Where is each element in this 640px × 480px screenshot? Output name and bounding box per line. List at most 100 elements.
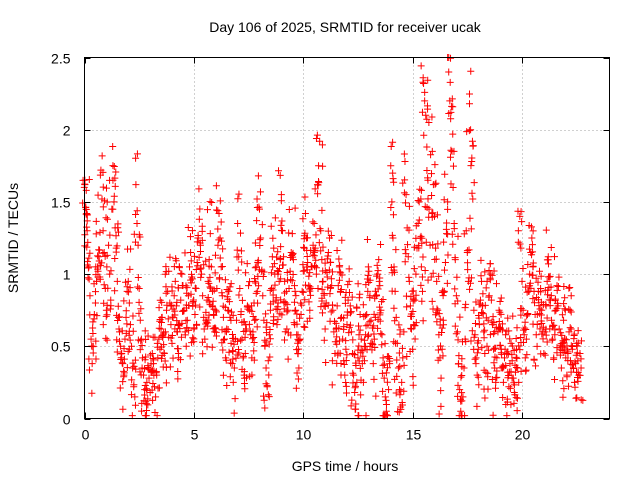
data-point (421, 266, 429, 274)
data-point (98, 259, 106, 267)
data-point (467, 126, 475, 134)
data-point (248, 371, 256, 379)
data-point (117, 354, 125, 362)
data-point (194, 234, 202, 242)
data-point (208, 302, 216, 310)
data-point (291, 282, 298, 290)
data-point (125, 327, 133, 335)
data-point (467, 274, 475, 282)
data-point (386, 357, 394, 365)
data-point (417, 263, 425, 271)
data-point (337, 314, 345, 322)
data-point (283, 269, 291, 277)
data-point (370, 335, 378, 343)
data-point (183, 324, 191, 332)
data-point (89, 318, 97, 326)
data-point (441, 170, 449, 178)
data-point (172, 255, 180, 263)
data-point (294, 339, 302, 347)
data-point (398, 399, 406, 407)
data-point (201, 335, 209, 343)
y-tick-label: 2 (63, 123, 71, 139)
data-point (447, 146, 455, 154)
data-point (188, 227, 196, 235)
data-point (152, 368, 160, 376)
data-point (336, 262, 344, 270)
data-point (468, 154, 476, 162)
data-point (277, 191, 285, 199)
data-point (553, 299, 561, 307)
data-point (237, 308, 245, 316)
data-point (392, 339, 400, 347)
data-point (411, 335, 419, 343)
data-point (141, 382, 149, 390)
data-point (478, 308, 486, 316)
data-point (125, 288, 133, 296)
data-point (84, 238, 92, 246)
data-point (327, 308, 335, 316)
data-point (126, 265, 134, 273)
data-point (532, 362, 540, 370)
data-point (453, 273, 461, 281)
data-point (210, 325, 218, 333)
data-point (88, 389, 96, 397)
data-point (403, 353, 411, 361)
data-point (417, 232, 425, 240)
y-tick-label: 0.5 (51, 339, 71, 355)
data-point (227, 359, 235, 367)
x-tick-label: 0 (82, 427, 90, 443)
data-point (547, 283, 555, 291)
data-point (379, 296, 387, 304)
data-point (93, 277, 101, 285)
data-point (424, 276, 432, 284)
data-point (427, 273, 435, 281)
data-point (251, 264, 259, 272)
data-point (522, 335, 530, 343)
data-point (96, 228, 104, 236)
data-point (342, 289, 350, 297)
data-point (560, 300, 568, 308)
data-point (428, 113, 436, 121)
data-point (227, 280, 235, 288)
data-point (342, 382, 350, 390)
data-point (505, 383, 513, 391)
data-point (138, 342, 146, 350)
data-point (284, 355, 292, 363)
data-point (92, 337, 100, 345)
data-point (388, 231, 396, 239)
data-point (541, 286, 549, 294)
data-point (423, 167, 431, 175)
data-point (92, 271, 100, 279)
data-point (402, 199, 410, 207)
data-point (547, 292, 555, 300)
data-point (523, 288, 531, 296)
data-point (99, 183, 107, 191)
data-point (233, 316, 241, 324)
data-point (256, 236, 264, 244)
data-point (347, 309, 355, 317)
data-point (539, 335, 547, 343)
data-point (174, 345, 182, 353)
data-point (472, 360, 480, 368)
data-point (428, 213, 436, 221)
data-point (115, 228, 123, 236)
data-point (190, 252, 198, 260)
data-point (523, 311, 531, 319)
data-point (234, 266, 242, 274)
data-point (112, 168, 120, 176)
data-point (327, 275, 335, 283)
data-point (318, 256, 326, 264)
data-point (354, 280, 362, 288)
data-point (440, 238, 448, 246)
data-point (316, 137, 324, 145)
data-point (85, 366, 93, 374)
data-point (533, 342, 541, 350)
data-point (206, 198, 214, 206)
data-point (369, 341, 377, 349)
data-point (566, 357, 574, 365)
data-point (204, 316, 212, 324)
data-point (300, 267, 308, 275)
data-point (516, 346, 524, 354)
data-point (135, 309, 143, 317)
data-point (409, 307, 417, 315)
